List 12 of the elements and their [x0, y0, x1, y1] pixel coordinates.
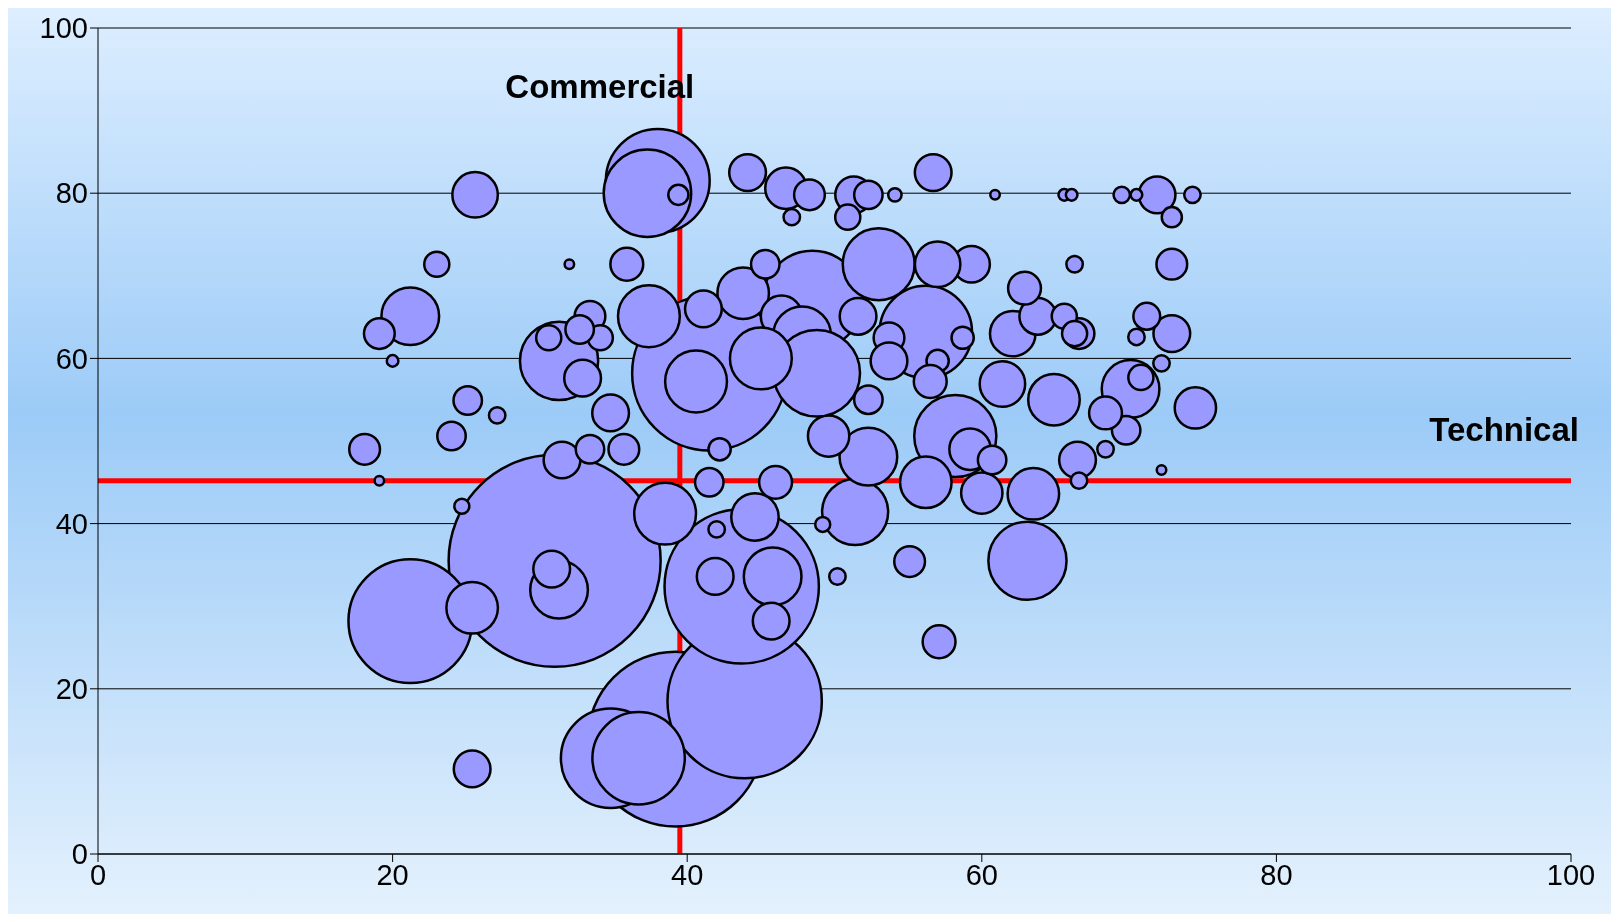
y-tick-label: 20: [55, 673, 88, 706]
y-tick-label: 100: [39, 12, 88, 45]
x-tick-label: 20: [376, 858, 409, 891]
y-tick-label: 60: [55, 342, 88, 375]
y-tick-label: 80: [55, 177, 88, 210]
x-tick-label: 100: [1546, 858, 1596, 891]
y-tick-label: 40: [55, 507, 88, 540]
y-tick-label: 0: [71, 838, 88, 871]
x-tick-label: 80: [1260, 858, 1293, 891]
x-tick-label: 60: [965, 858, 998, 891]
x-tick-label: 40: [671, 858, 704, 891]
ref-line-label: Technical: [1429, 410, 1579, 448]
